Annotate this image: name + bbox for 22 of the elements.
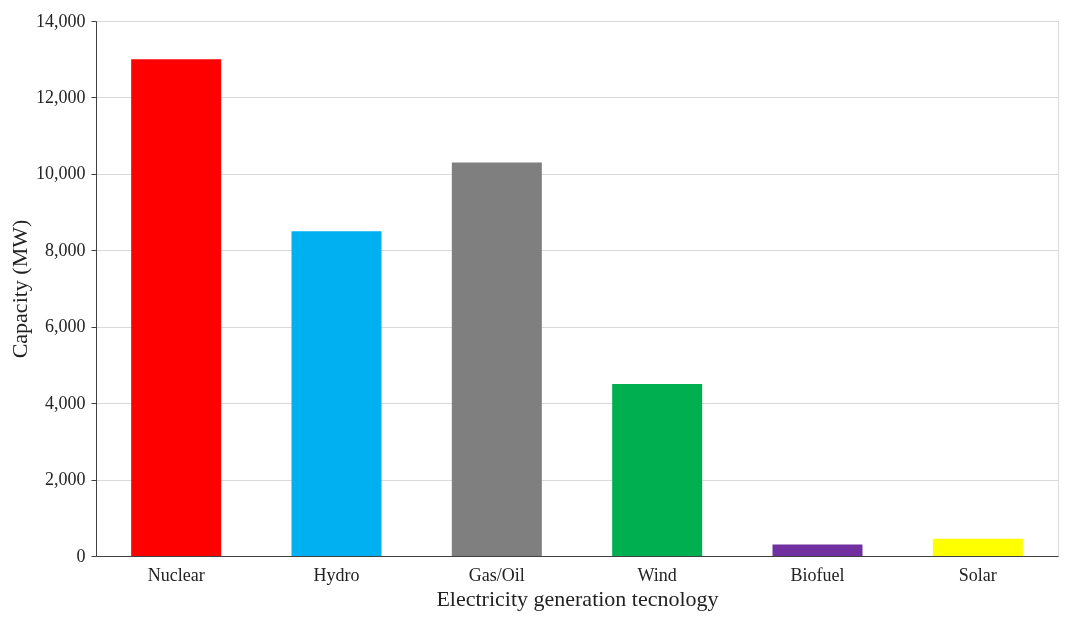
bar bbox=[772, 544, 863, 556]
y-tick-label: 10,000 bbox=[36, 163, 86, 184]
y-axis-title: Capacity (MW) bbox=[7, 219, 32, 359]
bar bbox=[451, 162, 542, 556]
y-tick-label: 8,000 bbox=[45, 239, 86, 260]
y-tick-label: 12,000 bbox=[36, 86, 86, 107]
x-tick-label: Wind bbox=[637, 564, 677, 585]
bar bbox=[291, 231, 382, 556]
x-tick-label: Solar bbox=[958, 564, 997, 585]
x-tick-label: Nuclear bbox=[147, 564, 205, 585]
y-tick-label: 2,000 bbox=[45, 469, 86, 490]
x-tick-label: Hydro bbox=[313, 564, 360, 585]
y-tick-label: 6,000 bbox=[45, 316, 86, 337]
bar bbox=[932, 538, 1023, 556]
y-tick-label: 0 bbox=[76, 545, 86, 566]
x-axis-title: Electricity generation tecnology bbox=[436, 585, 719, 611]
x-tick-label: Gas/Oil bbox=[468, 564, 525, 585]
x-tick-label: Biofuel bbox=[790, 564, 845, 585]
y-tick-label: 4,000 bbox=[45, 392, 86, 413]
y-tick-label: 14,000 bbox=[36, 10, 86, 31]
bar bbox=[612, 384, 703, 556]
bar bbox=[131, 59, 222, 556]
